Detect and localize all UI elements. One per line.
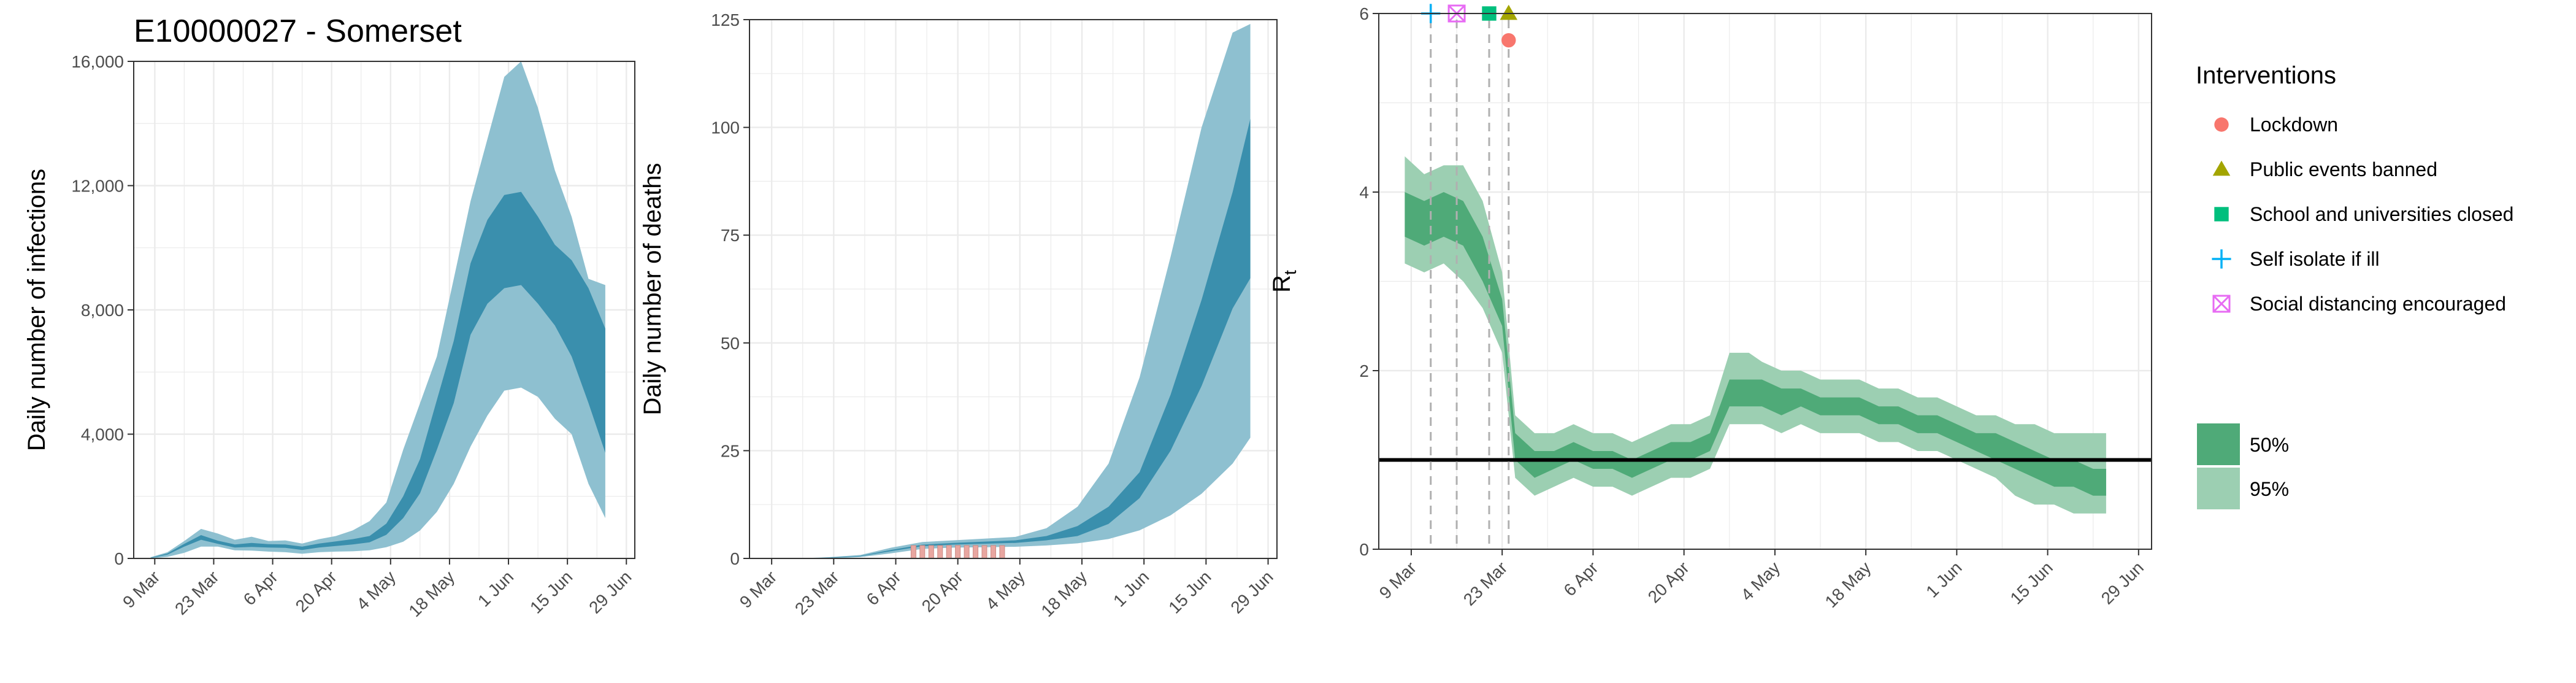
legend-item-label: Lockdown: [2250, 114, 2338, 136]
y-tick-label: 0: [114, 549, 124, 568]
x-tick-label: 29 Jun: [1227, 567, 1276, 617]
x-tick-label: 23 Mar: [171, 567, 223, 619]
legend-marker-circle: [2214, 117, 2229, 132]
legend-marker-plus: [2212, 249, 2231, 269]
observed-death-bar: [946, 545, 952, 559]
x-tick-label: 23 Mar: [791, 567, 843, 619]
panel-border: [1378, 13, 2152, 550]
x-tick-label: 4 May: [353, 567, 399, 614]
legend-title: Interventions: [2196, 62, 2336, 89]
x-tick-label: 29 Jun: [2098, 558, 2147, 608]
legend-band-label: 50%: [2250, 434, 2289, 456]
intervention-marker-circle: [1501, 33, 1516, 48]
observed-death-bar: [999, 545, 1005, 559]
x-tick-label: 18 May: [405, 567, 458, 620]
y-tick-label: 8,000: [81, 301, 124, 320]
x-tick-label: 6 Apr: [240, 567, 282, 609]
y-tick-label: 4,000: [81, 425, 124, 444]
legend-band-swatch: [2197, 468, 2240, 509]
intervention-marker-triangle: [1500, 4, 1518, 20]
y-tick-label: 2: [1359, 361, 1369, 380]
x-tick-label: 9 Mar: [1376, 558, 1420, 603]
observed-death-bar: [981, 545, 987, 559]
observed-death-bar: [990, 545, 996, 559]
x-tick-label: 4 May: [1737, 558, 1784, 604]
band-95pct: [150, 61, 605, 558]
x-tick-label: 18 May: [1037, 567, 1091, 620]
legend-marker-square: [2214, 207, 2229, 222]
x-tick-label: 4 May: [982, 567, 1029, 614]
x-tick-label: 1 Jun: [1110, 567, 1152, 610]
x-tick-label: 20 Apr: [1644, 558, 1693, 606]
panel-1: 9 Mar 23 Mar 6 Apr 20 Apr 4 May 18 May 1 Jun 15…: [23, 14, 635, 620]
observed-death-bar: [910, 545, 916, 559]
observed-death-bar: [973, 545, 979, 559]
x-tick-label: 6 Apr: [1560, 558, 1601, 600]
y-tick-label: 75: [721, 226, 740, 245]
legend-band-label: 95%: [2250, 478, 2289, 500]
legend: Interventions Lockdown Public events banne…: [2196, 62, 2513, 509]
y-tick-label: 6: [1359, 4, 1369, 23]
legend-item-label: School and universities closed: [2250, 203, 2513, 225]
x-tick-label: 9 Mar: [736, 567, 781, 612]
y-tick-label: 12,000: [71, 177, 124, 196]
y-tick-label: 4: [1359, 183, 1369, 202]
x-tick-label: 15 Jun: [526, 567, 576, 617]
legend-item-label: Public events banned: [2250, 158, 2437, 180]
y-axis-label-subscript: t: [1281, 270, 1300, 275]
x-tick-label: 29 Jun: [585, 567, 635, 617]
x-tick-label: 20 Apr: [918, 567, 967, 615]
legend-item-label: Social distancing encouraged: [2250, 293, 2506, 315]
panel-border: [749, 19, 1278, 559]
band-50pct: [150, 191, 605, 558]
band-95pct: [767, 24, 1251, 558]
x-tick-label: 1 Jun: [474, 567, 517, 610]
legend-band-swatch: [2197, 423, 2240, 465]
y-tick-label: 0: [1359, 540, 1369, 559]
chart-title: E10000027 - Somerset: [134, 14, 462, 49]
legend-item-label: Self isolate if ill: [2250, 248, 2380, 270]
x-tick-label: 15 Jun: [1165, 567, 1214, 617]
x-tick-label: 6 Apr: [863, 567, 905, 609]
y-tick-label: 125: [711, 10, 740, 29]
legend-marker-triangle: [2212, 160, 2231, 176]
x-tick-label: 23 Mar: [1460, 558, 1511, 609]
band-50pct: [1405, 192, 2106, 496]
legend-marker-boxx: [2212, 295, 2231, 313]
y-axis-label: Daily number of deaths: [639, 163, 666, 415]
x-tick-label: 1 Jun: [1922, 558, 1965, 601]
panel-3: 9 Mar 23 Mar 6 Apr 20 Apr 4 May 18 May 1 Jun 15…: [1268, 4, 2152, 611]
x-tick-label: 15 Jun: [2006, 558, 2056, 608]
y-tick-label: 16,000: [71, 52, 124, 71]
x-tick-label: 18 May: [1822, 558, 1875, 611]
observed-death-bar: [955, 545, 961, 559]
y-tick-label: 50: [721, 334, 740, 353]
y-axis-label: Daily number of infections: [23, 169, 50, 451]
y-tick-label: 0: [730, 549, 740, 568]
x-tick-label: 20 Apr: [292, 567, 340, 615]
observed-death-bar: [964, 545, 970, 559]
observed-death-bar: [937, 545, 943, 559]
observed-death-bar: [928, 545, 934, 559]
y-tick-label: 100: [711, 118, 740, 137]
observed-death-bar: [919, 545, 926, 559]
x-tick-label: 9 Mar: [119, 567, 164, 612]
panel-2: 9 Mar 23 Mar 6 Apr 20 Apr 4 May 18 May 1 Jun 15…: [639, 10, 1278, 620]
y-tick-label: 25: [721, 441, 740, 460]
